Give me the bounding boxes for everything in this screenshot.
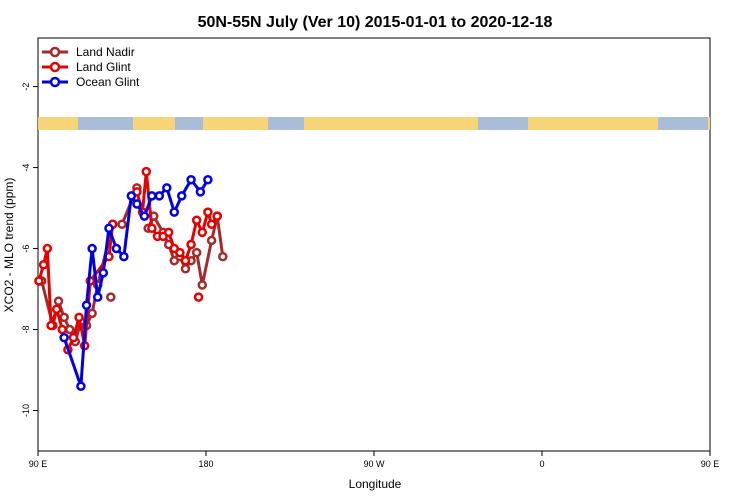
legend-item: Ocean Glint bbox=[42, 75, 140, 89]
data-point bbox=[53, 296, 64, 306]
ocean-band-segment bbox=[175, 117, 203, 130]
y-tick-label: -2 bbox=[21, 83, 31, 91]
legend-label: Ocean Glint bbox=[76, 75, 140, 89]
data-point bbox=[176, 191, 187, 201]
data-point bbox=[76, 381, 86, 391]
data-point bbox=[169, 207, 180, 217]
data-point bbox=[139, 211, 150, 221]
y-axis-label: XCO2 - MLO trend (ppm) bbox=[2, 178, 16, 313]
data-point bbox=[206, 235, 217, 246]
data-point bbox=[212, 211, 222, 221]
ocean-band-segment bbox=[78, 117, 133, 130]
plot-frame bbox=[37, 37, 711, 452]
data-point bbox=[64, 324, 75, 335]
data-point bbox=[193, 292, 204, 302]
data-point bbox=[106, 292, 116, 302]
data-point bbox=[206, 219, 217, 230]
data-point bbox=[87, 243, 97, 254]
legend-swatch-marker bbox=[49, 46, 61, 58]
data-point bbox=[147, 223, 157, 234]
data-point bbox=[141, 166, 152, 177]
data-point bbox=[117, 219, 127, 230]
ocean-band-segment bbox=[658, 117, 708, 130]
legend-item: Land Glint bbox=[42, 60, 131, 74]
land-ocean-band bbox=[38, 117, 710, 130]
data-point bbox=[147, 191, 157, 201]
data-point bbox=[59, 312, 69, 323]
data-point bbox=[57, 324, 68, 335]
data-point bbox=[186, 174, 196, 185]
data-point bbox=[197, 280, 208, 290]
data-point bbox=[186, 239, 196, 250]
data-point bbox=[38, 259, 49, 270]
data-point bbox=[162, 183, 172, 193]
data-point bbox=[203, 207, 213, 217]
data-point bbox=[98, 268, 109, 278]
data-point bbox=[42, 243, 53, 254]
x-tick-label: 180 bbox=[198, 459, 213, 469]
x-tick-label: 0 bbox=[539, 459, 544, 469]
data-point bbox=[180, 264, 191, 274]
ocean-band-segment bbox=[478, 117, 528, 130]
x-axis-label: Longitude bbox=[349, 477, 402, 491]
x-tick-label: 90 E bbox=[29, 459, 48, 469]
data-point bbox=[46, 320, 56, 331]
data-point bbox=[111, 243, 122, 254]
legend-label: Land Glint bbox=[76, 60, 131, 74]
y-axis-ticks: -2 -4 -6 -8 -10 bbox=[21, 83, 38, 417]
data-point bbox=[197, 227, 208, 238]
data-point bbox=[119, 251, 129, 262]
y-tick-label: -4 bbox=[21, 164, 31, 172]
series-ocean-glint bbox=[59, 174, 213, 391]
land-band-fill bbox=[38, 117, 710, 130]
data-point bbox=[92, 292, 103, 302]
x-tick-label: 90 W bbox=[363, 459, 385, 469]
data-point bbox=[68, 332, 79, 343]
series-layer bbox=[34, 166, 228, 391]
legend-swatch-marker bbox=[49, 76, 61, 88]
data-point bbox=[175, 247, 185, 258]
data-point bbox=[163, 227, 174, 238]
data-point bbox=[51, 304, 62, 315]
legend-label: Land Nadir bbox=[76, 45, 135, 59]
y-tick-label: -6 bbox=[21, 245, 31, 253]
data-point bbox=[59, 332, 69, 343]
y-tick-label: -10 bbox=[21, 404, 31, 417]
data-point bbox=[203, 174, 213, 185]
data-point bbox=[74, 312, 84, 323]
legend-swatch-marker bbox=[49, 61, 61, 73]
data-point bbox=[87, 308, 97, 319]
data-point bbox=[180, 255, 191, 266]
data-point bbox=[154, 191, 165, 201]
data-point bbox=[34, 276, 44, 286]
x-axis-ticks: 90 E 180 90 W 0 90 E bbox=[29, 451, 720, 469]
data-point bbox=[218, 251, 228, 262]
legend-item: Land Nadir bbox=[42, 45, 135, 59]
x-tick-label: 90 E bbox=[701, 459, 720, 469]
data-point bbox=[104, 223, 114, 234]
data-point bbox=[126, 191, 137, 201]
ocean-band-segment bbox=[268, 117, 304, 130]
data-point bbox=[81, 300, 92, 310]
chart-title: 50N-55N July (Ver 10) 2015-01-01 to 2020… bbox=[198, 14, 553, 31]
y-tick-label: -8 bbox=[21, 326, 31, 334]
data-point bbox=[132, 199, 142, 209]
data-point bbox=[191, 215, 202, 225]
data-point bbox=[191, 247, 202, 258]
plot-area: -2 -4 -6 -8 -10 90 E 180 90 W 0 90 E bbox=[21, 37, 720, 469]
data-point bbox=[195, 187, 206, 197]
